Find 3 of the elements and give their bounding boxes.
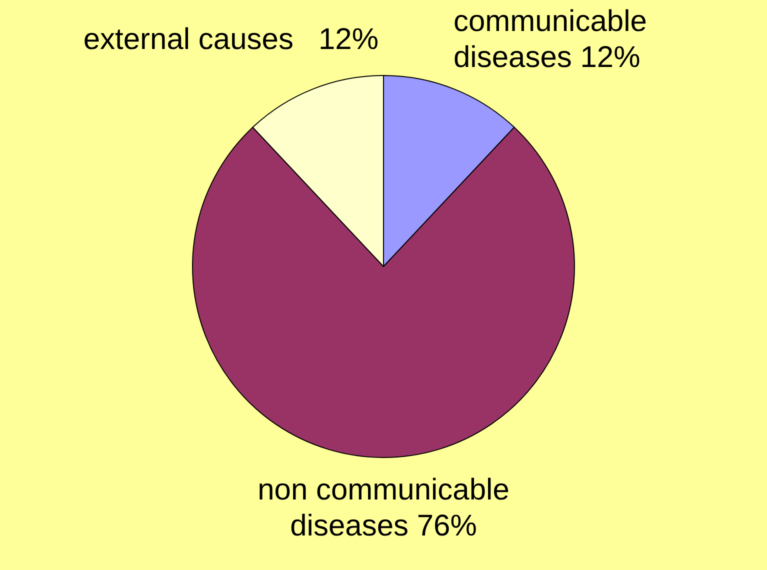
slice-label: external causes 12% (83, 23, 378, 56)
slice-label: communicable diseases 12% (454, 5, 647, 74)
slice-label: non communicable diseases 76% (258, 473, 510, 542)
